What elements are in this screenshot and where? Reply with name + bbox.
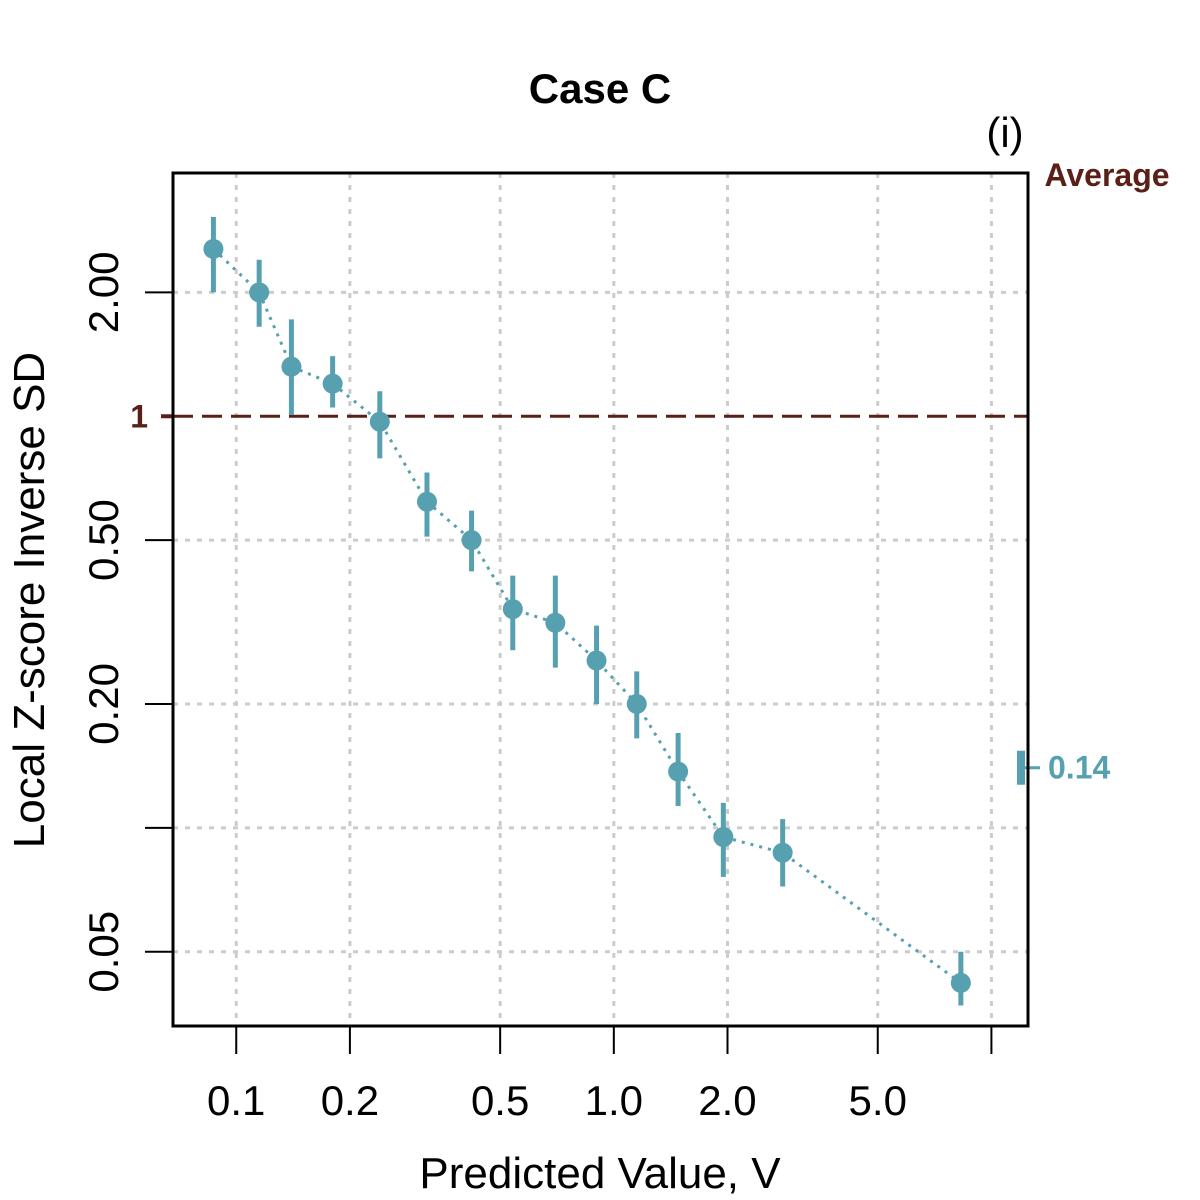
plot-frame: [171, 171, 1030, 1028]
x-tick-label: 0.2: [321, 1077, 379, 1124]
x-tick-label: 0.5: [471, 1077, 529, 1124]
data-point: [950, 972, 971, 993]
x-tick-label: 5.0: [849, 1077, 907, 1124]
side-marker-label: 0.14: [1048, 750, 1110, 786]
x-tick-label: 1.0: [585, 1077, 643, 1124]
data-layer: [203, 216, 971, 1006]
data-point: [281, 356, 302, 377]
data-point: [545, 612, 566, 633]
data-point: [322, 373, 343, 394]
data-point: [249, 282, 270, 303]
reference-line-layer: 10.14: [130, 398, 1110, 785]
data-point: [203, 238, 224, 259]
grid-layer: [173, 173, 1028, 1026]
data-point: [626, 693, 647, 714]
data-point: [461, 530, 482, 551]
x-axis-label: Predicted Value, V: [419, 1149, 781, 1198]
average-legend-label: Average: [1044, 157, 1169, 193]
data-point: [713, 827, 734, 848]
y-tick-label: 0.05: [80, 911, 127, 993]
axis-layer: 0.1 0.2 0.5 1.0 2.0 5.0 0.05 0.20 0.50 2.00: [80, 251, 993, 1124]
y-axis-label: Local Z-score Inverse SD: [5, 352, 54, 848]
data-point: [416, 491, 437, 512]
data-point: [586, 650, 607, 671]
data-point: [668, 761, 689, 782]
chart-title: Case C: [529, 65, 671, 112]
y-tick-label: 0.50: [80, 499, 127, 581]
average-reference-label: 1: [130, 398, 148, 434]
data-point: [502, 599, 523, 620]
x-tick-label: 0.1: [207, 1077, 265, 1124]
x-tick-label: 2.0: [698, 1077, 756, 1124]
data-point: [369, 411, 390, 432]
y-tick-label: 0.20: [80, 663, 127, 745]
y-tick-label: 2.00: [80, 251, 127, 333]
panel-label: (i): [986, 109, 1023, 156]
data-point: [772, 842, 793, 863]
